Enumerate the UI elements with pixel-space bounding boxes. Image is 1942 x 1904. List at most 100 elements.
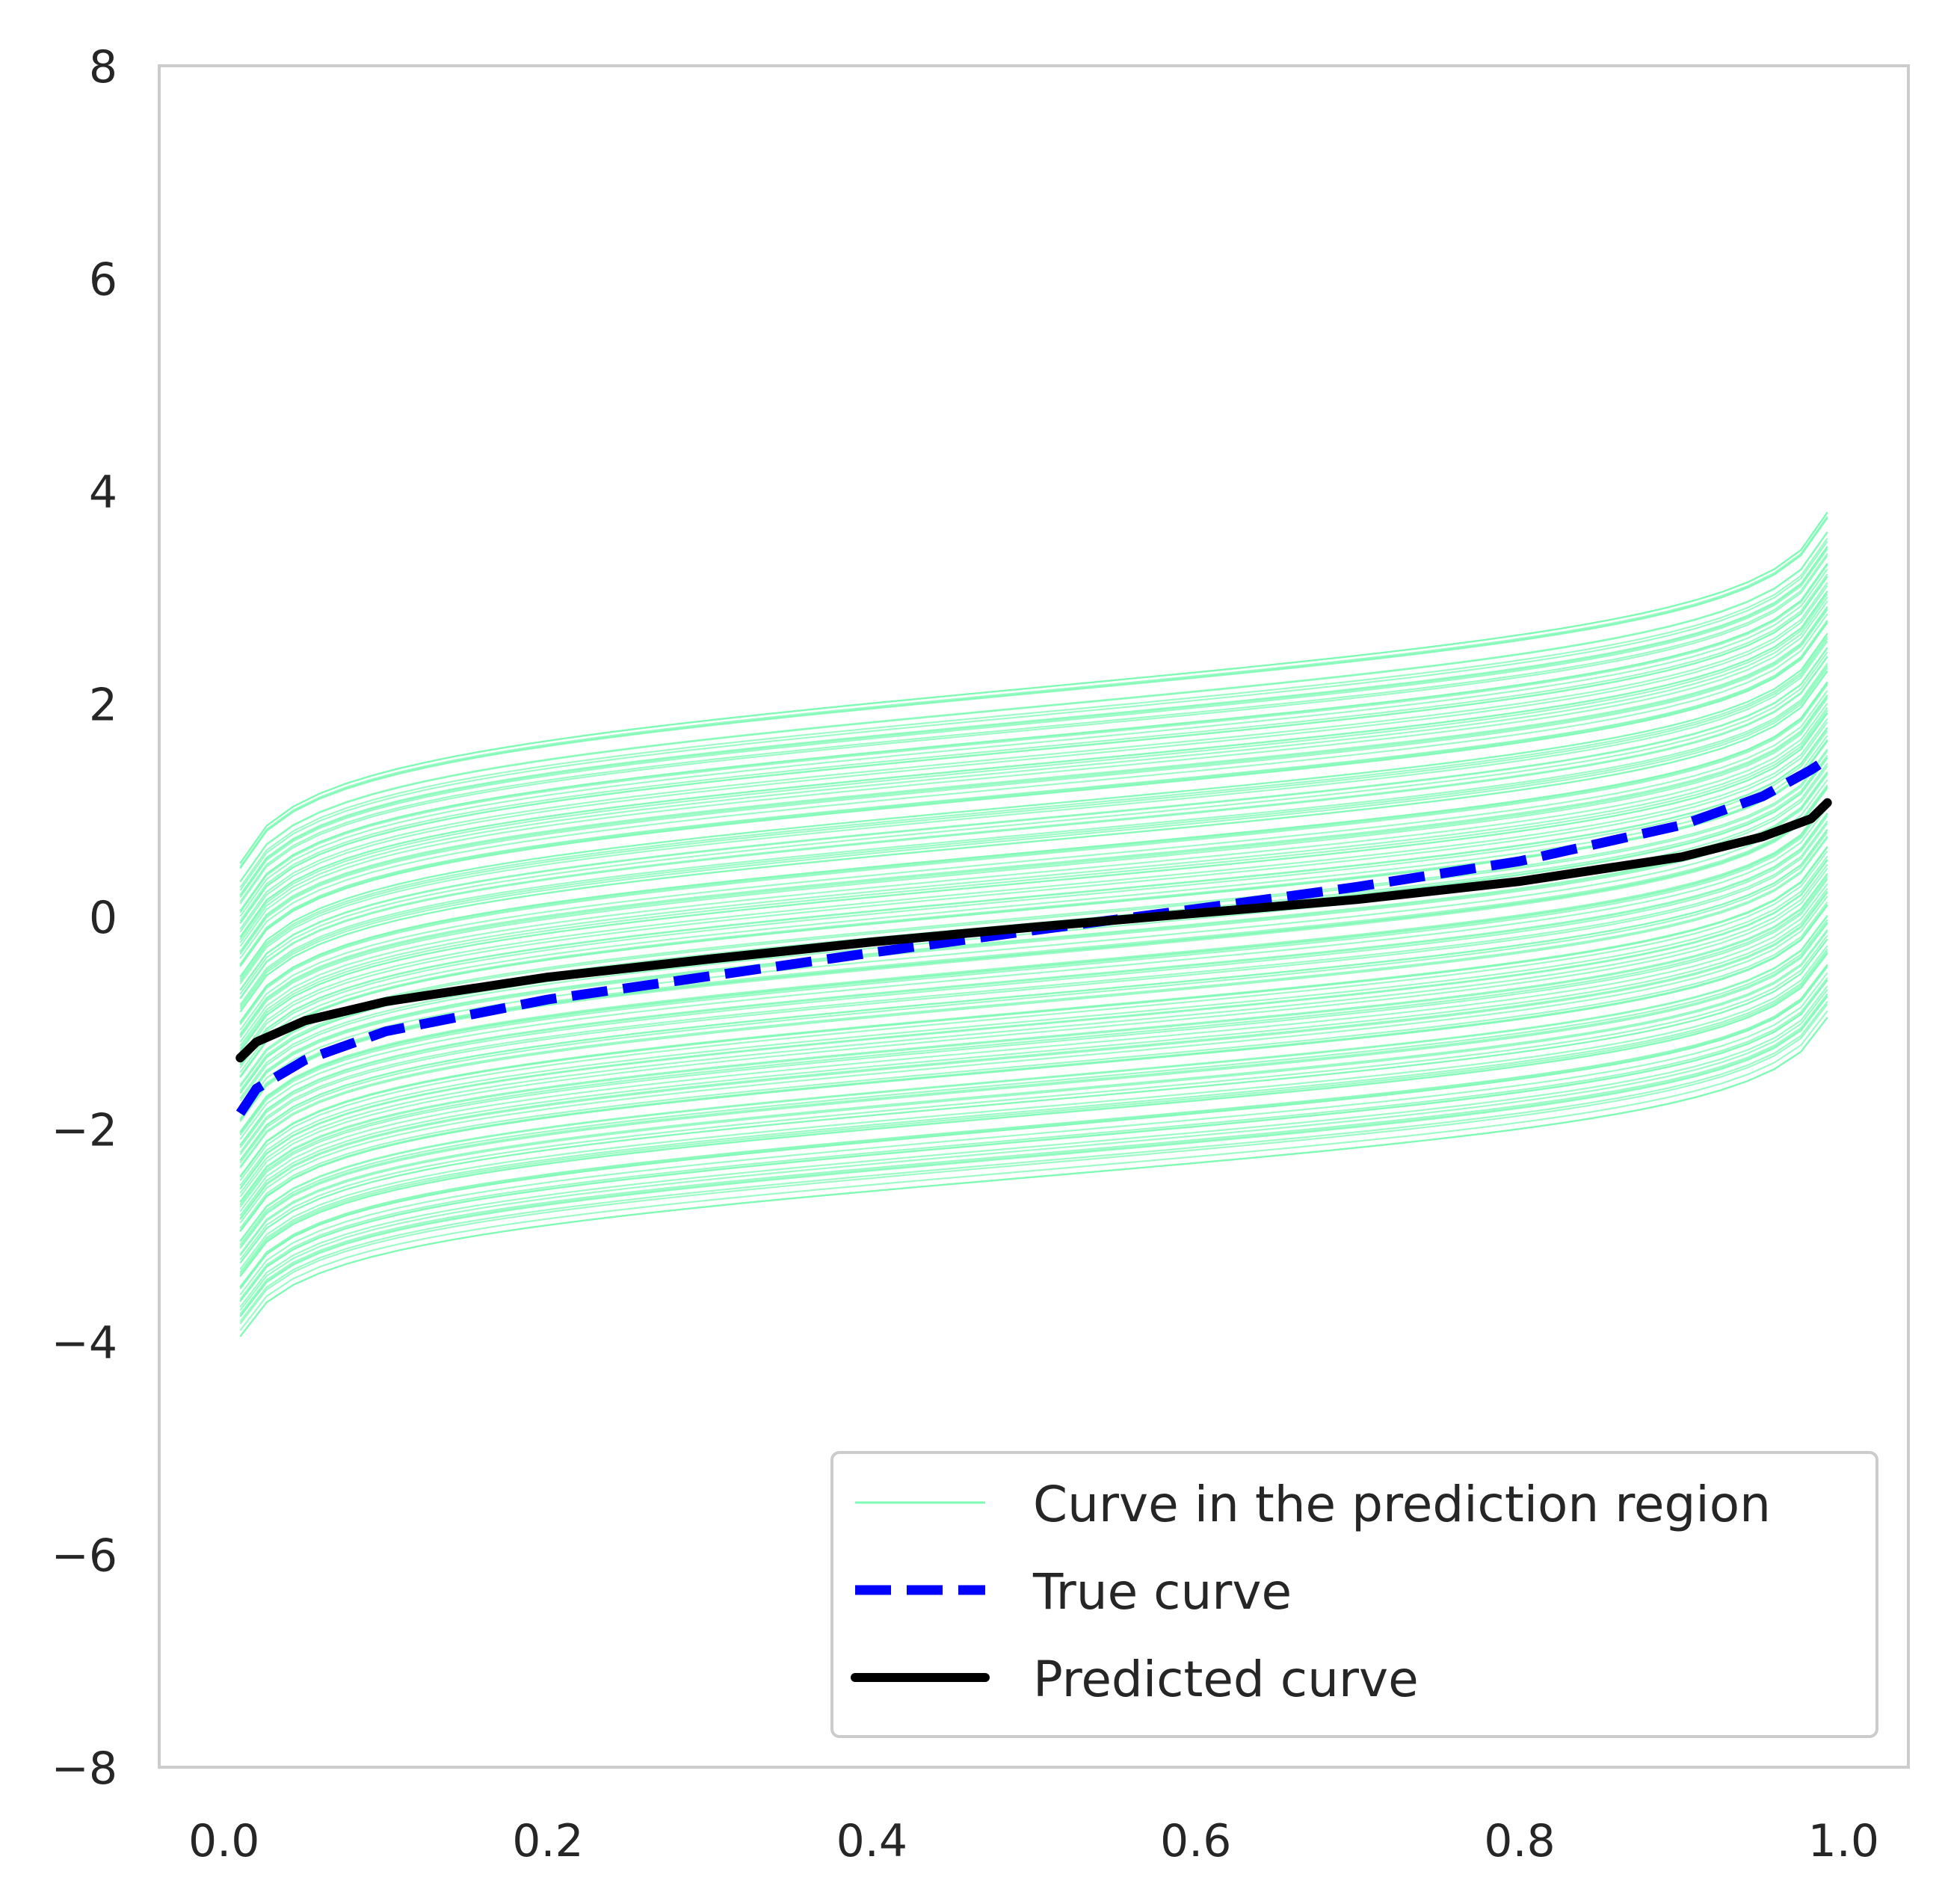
prediction-region-curve <box>239 812 1828 1146</box>
prediction-region-curve <box>239 919 1828 1245</box>
prediction-region-curve <box>239 690 1828 1031</box>
prediction-region-curve <box>239 647 1828 991</box>
legend: Curve in the prediction region True curv… <box>830 1451 1878 1738</box>
prediction-region-curve <box>239 709 1828 1050</box>
y-tick-label: −4 <box>52 1317 117 1370</box>
prediction-region-curve <box>239 606 1828 952</box>
prediction-region-curve <box>239 548 1828 899</box>
prediction-region-curve <box>239 1001 1828 1322</box>
prediction-region-curve <box>239 1010 1828 1331</box>
prediction-region-curve <box>239 876 1828 1206</box>
prediction-region-curve <box>239 665 1828 1008</box>
prediction-region-curve <box>239 662 1828 1005</box>
prediction-region-curve <box>239 1017 1828 1337</box>
prediction-region-curve <box>239 977 1828 1300</box>
prediction-region-curve <box>239 905 1828 1232</box>
prediction-region-curve <box>239 831 1828 1164</box>
prediction-region-curve <box>239 771 1828 1107</box>
prediction-region-curve <box>239 934 1828 1260</box>
prediction-region-curve <box>239 887 1828 1216</box>
prediction-region-curve <box>239 546 1828 896</box>
prediction-region-curve <box>239 938 1828 1264</box>
x-tick-label: 0.2 <box>512 1815 583 1867</box>
prediction-region-curve <box>239 964 1828 1288</box>
prediction-region-curve <box>239 681 1828 1023</box>
prediction-region-curve <box>239 540 1828 891</box>
prediction-region-curve <box>239 874 1828 1204</box>
prediction-region-curve <box>239 656 1828 999</box>
prediction-region-curve <box>239 774 1828 1109</box>
prediction-region-curve <box>239 721 1828 1061</box>
prediction-region-curve <box>239 835 1828 1168</box>
prediction-region-curve <box>239 872 1828 1203</box>
prediction-region-curve <box>239 532 1828 883</box>
prediction-region-curve <box>239 806 1828 1140</box>
x-tick-label: 0.0 <box>188 1815 259 1867</box>
prediction-region-curve <box>239 632 1828 978</box>
prediction-region-curve <box>239 829 1828 1162</box>
prediction-region-curve <box>239 703 1828 1043</box>
prediction-region-curve <box>239 635 1828 980</box>
x-tick-labels: 0.0 0.2 0.4 0.6 0.8 1.0 <box>188 1815 1879 1867</box>
prediction-region-curve <box>239 993 1828 1315</box>
prediction-region-curve <box>239 651 1828 995</box>
legend-box <box>830 1451 1878 1738</box>
prediction-region-curve <box>239 517 1828 869</box>
prediction-region-curve <box>239 585 1828 933</box>
prediction-region-curve <box>239 573 1828 922</box>
prediction-region-curve <box>239 750 1828 1088</box>
prediction-region-curve <box>239 799 1828 1133</box>
prediction-region-curve <box>239 928 1828 1255</box>
y-tick-label: −2 <box>52 1105 117 1157</box>
x-tick-label: 0.6 <box>1160 1815 1231 1867</box>
prediction-region-curve <box>239 683 1828 1024</box>
prediction-region-curve <box>239 994 1828 1316</box>
y-tick-label: 8 <box>89 41 117 93</box>
legend-label-true-curve: True curve <box>1032 1563 1292 1621</box>
prediction-region-curve <box>239 730 1828 1068</box>
prediction-region-curve <box>239 892 1828 1220</box>
prediction-region-curve <box>239 950 1828 1275</box>
prediction-region-curve <box>239 537 1828 888</box>
y-tick-label: 6 <box>89 254 117 306</box>
prediction-region-curve <box>239 609 1828 955</box>
prediction-region-curve <box>239 552 1828 903</box>
x-tick-label: 1.0 <box>1808 1815 1879 1867</box>
prediction-region-curve <box>239 638 1828 982</box>
y-tick-label: 2 <box>89 680 117 732</box>
series-lines <box>235 755 1832 1116</box>
prediction-region-curve <box>239 850 1828 1181</box>
prediction-region-curve <box>239 902 1828 1229</box>
y-tick-label: 0 <box>89 892 117 944</box>
prediction-region-curve <box>239 697 1828 1038</box>
legend-label-predicted-curve: Predicted curve <box>1033 1651 1419 1708</box>
prediction-region-curve <box>239 772 1828 1108</box>
prediction-region-curve <box>239 718 1828 1058</box>
prediction-region-curve <box>239 822 1828 1156</box>
y-tick-label: 4 <box>89 466 117 519</box>
prediction-region-curve <box>239 952 1828 1278</box>
prediction-region-curve <box>239 930 1828 1257</box>
prediction-region-curve <box>239 607 1828 954</box>
y-tick-labels: −8 −6 −4 −2 0 2 4 6 8 <box>52 41 117 1795</box>
predicted-curve-line <box>235 798 1832 1063</box>
prediction-region-curve <box>239 820 1828 1153</box>
prediction-region-curve <box>239 890 1828 1219</box>
prediction-region-curve <box>239 597 1828 943</box>
prediction-region-curve <box>239 684 1828 1026</box>
prediction-region-curve <box>239 883 1828 1213</box>
prediction-region-curve <box>239 600 1828 947</box>
plot-frame <box>158 64 1910 1769</box>
prediction-region-curve <box>239 798 1828 1133</box>
prediction-region-curve <box>239 516 1828 868</box>
prediction-region-curve <box>239 837 1828 1169</box>
prediction-region-curve <box>239 667 1828 1010</box>
prediction-region-curve <box>239 727 1828 1066</box>
x-tick-label: 0.4 <box>836 1815 907 1867</box>
prediction-region-curve <box>239 855 1828 1186</box>
prediction-region-curve <box>239 815 1828 1148</box>
prediction-region-curve <box>239 921 1828 1248</box>
prediction-region-curve <box>239 989 1828 1311</box>
prediction-region-curve <box>239 619 1828 965</box>
prediction-region-curve <box>239 985 1828 1308</box>
